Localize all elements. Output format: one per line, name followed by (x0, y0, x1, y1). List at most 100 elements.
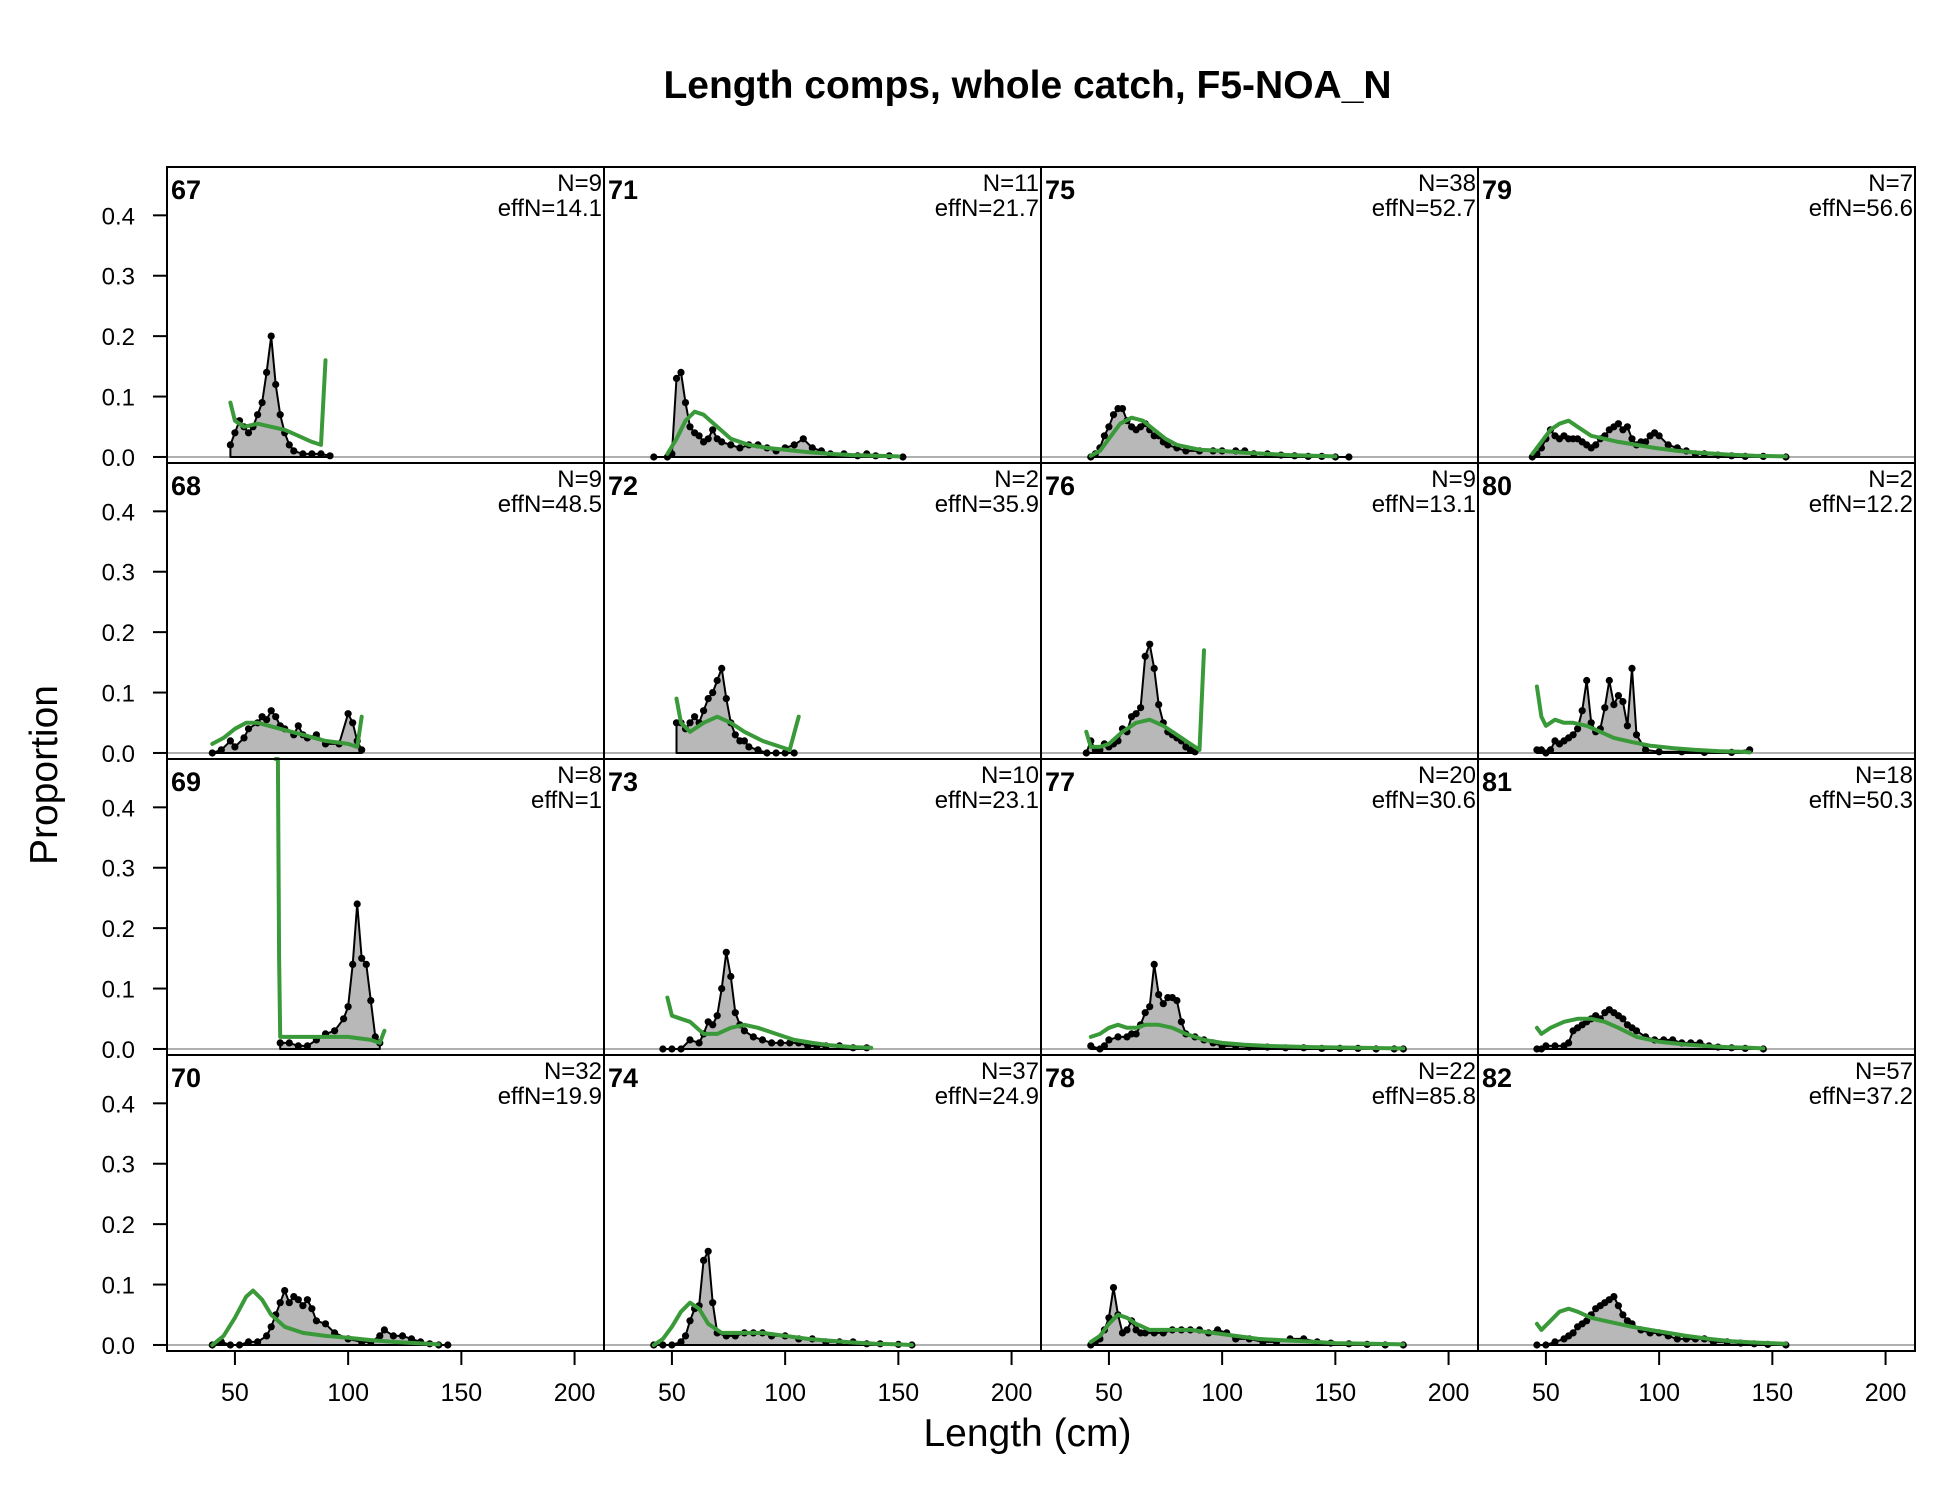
observed-point (686, 1317, 694, 1325)
y-tick-label: 0.1 (102, 977, 135, 1004)
observed-point (677, 1045, 685, 1053)
observed-point (1109, 411, 1118, 419)
panel-effn-label: effN=52.7 (1372, 195, 1476, 222)
observed-point (768, 1039, 776, 1047)
x-tick-label: 150 (1314, 1379, 1356, 1407)
observed-point (1605, 676, 1613, 685)
observed-point (668, 1045, 676, 1053)
y-tick-label: 0.1 (102, 385, 135, 412)
y-tick-label: 0.2 (102, 916, 135, 943)
observed-point (312, 1317, 320, 1325)
observed-area (661, 951, 868, 1050)
observed-point (713, 676, 721, 685)
observed-point (1100, 1042, 1108, 1050)
observed-point (231, 429, 239, 437)
observed-point (367, 997, 375, 1005)
panel-effn-label: effN=14.1 (498, 195, 602, 222)
observed-point (704, 435, 712, 443)
observed-point (344, 1003, 352, 1011)
observed-point (722, 695, 730, 703)
panel-79 (1478, 418, 1915, 461)
observed-point (740, 737, 749, 745)
observed-point (1623, 423, 1631, 431)
observed-point (1655, 432, 1663, 440)
observed-point (668, 1341, 676, 1349)
panel-n-label: N=20 (1418, 762, 1476, 789)
observed-point (1345, 453, 1353, 461)
observed-point (677, 368, 685, 376)
observed-point (294, 722, 302, 730)
x-tick-label: 150 (440, 1379, 482, 1407)
observed-point (650, 453, 658, 461)
observed-point (254, 1338, 262, 1346)
panel-effn-label: effN=50.3 (1809, 787, 1913, 814)
panel-n-label: N=38 (1418, 170, 1476, 197)
observed-point (1610, 1293, 1618, 1301)
observed-point (790, 749, 798, 757)
panel-70 (167, 1287, 604, 1349)
observed-point (276, 411, 284, 419)
panel-effn-label: effN=21.7 (935, 195, 1039, 222)
observed-point (226, 737, 234, 745)
observed-point (672, 374, 681, 382)
expected-line (273, 757, 387, 1045)
observed-point (1132, 1030, 1140, 1038)
observed-point (344, 710, 352, 718)
observed-point (709, 1299, 717, 1307)
panel-year-label: 67 (171, 175, 201, 205)
observed-point (1642, 746, 1650, 754)
panel-n-label: N=57 (1855, 1058, 1913, 1085)
y-tick-label: 0.3 (102, 1152, 135, 1179)
observed-point (358, 954, 366, 962)
expected-line (665, 409, 901, 459)
observed-point (777, 1039, 785, 1047)
observed-point (1105, 423, 1113, 431)
observed-point (272, 713, 280, 721)
y-axis-title: Proportion (23, 685, 66, 865)
panel-n-label: N=18 (1855, 762, 1913, 789)
observed-point (659, 1341, 667, 1349)
y-tick-label: 0.4 (102, 499, 135, 526)
observed-point (1546, 746, 1555, 754)
x-tick-label: 50 (658, 1379, 686, 1407)
panel-n-label: N=7 (1868, 170, 1913, 197)
y-tick-label: 0.2 (102, 1212, 135, 1239)
y-tick-label: 0.1 (102, 681, 135, 708)
observed-point (303, 1042, 311, 1050)
observed-point (709, 426, 717, 434)
y-tick-label: 0.4 (102, 795, 135, 822)
y-tick-label: 0.0 (102, 741, 135, 768)
panel-year-label: 78 (1045, 1063, 1075, 1093)
y-tick-label: 0.3 (102, 856, 135, 883)
panel-80 (1478, 664, 1915, 757)
observed-point (380, 1326, 388, 1334)
observed-point (1533, 1341, 1541, 1349)
observed-point (263, 1332, 271, 1340)
panel-year-label: 69 (171, 767, 201, 797)
observed-point (376, 1332, 384, 1340)
observed-point (276, 1039, 284, 1047)
observed-point (358, 746, 366, 754)
observed-point (321, 1320, 330, 1328)
observed-point (745, 743, 753, 751)
observed-point (276, 1299, 284, 1307)
observed-point (899, 453, 907, 461)
observed-point (285, 441, 293, 449)
x-tick-label: 200 (1865, 1379, 1907, 1407)
observed-point (718, 438, 726, 446)
observed-point (1551, 1338, 1559, 1346)
observed-point (659, 1045, 667, 1053)
expected-line (1534, 684, 1752, 755)
expected-line (1084, 648, 1206, 752)
observed-point (235, 1341, 244, 1349)
observed-point (1623, 722, 1631, 730)
y-tick-label: 0.0 (102, 445, 135, 472)
observed-point (772, 749, 780, 757)
x-tick-label: 100 (1638, 1379, 1680, 1407)
panel-year-label: 68 (171, 471, 201, 501)
observed-point (695, 432, 703, 440)
panel-effn-label: effN=13.1 (1372, 491, 1476, 518)
panel-77 (1041, 960, 1478, 1053)
panel-effn-label: effN=37.2 (1809, 1083, 1913, 1110)
